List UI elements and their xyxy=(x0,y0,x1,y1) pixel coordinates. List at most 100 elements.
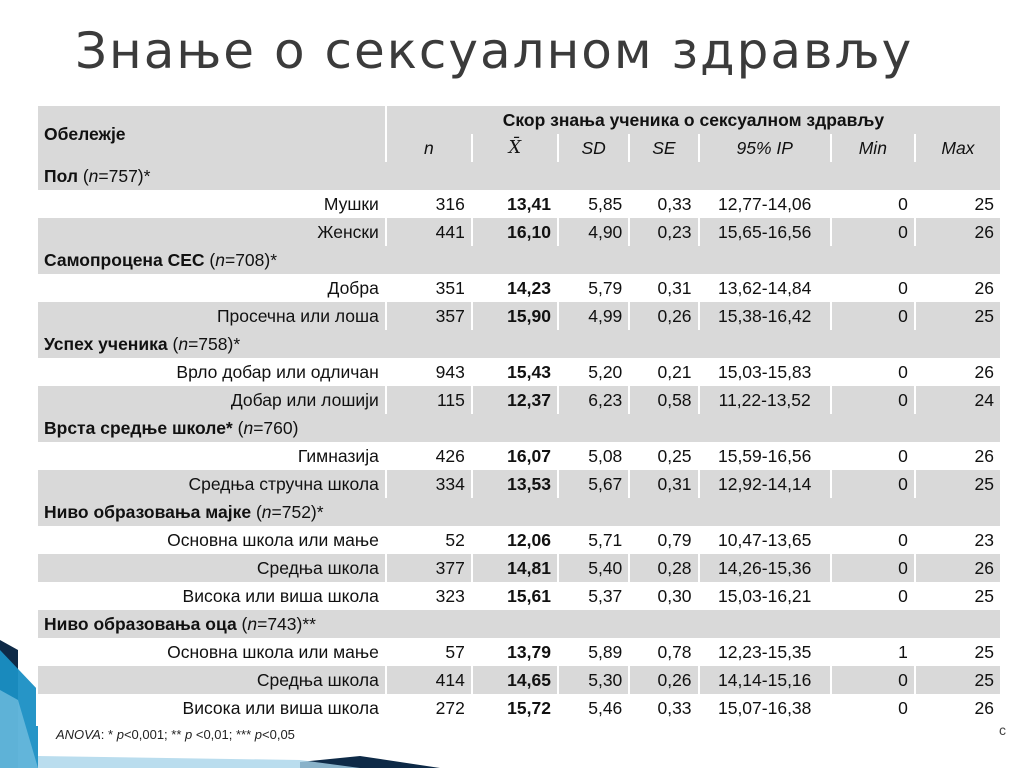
cell-max: 25 xyxy=(915,638,1000,666)
cell-n: 52 xyxy=(386,526,471,554)
cell-sd: 5,46 xyxy=(558,694,629,722)
cell-ci: 12,92-14,14 xyxy=(699,470,830,498)
cell-ci: 10,47-13,65 xyxy=(699,526,830,554)
cell-se: 0,26 xyxy=(630,666,698,694)
cell-ci: 12,77-14,06 xyxy=(699,190,830,218)
cell-se: 0,31 xyxy=(630,274,698,302)
table-row: Средња школа 377 14,81 5,40 0,28 14,26-15,36 0… xyxy=(38,554,1000,582)
cell-sd: 4,90 xyxy=(558,218,629,246)
section-row: Успех ученика (n=758)* xyxy=(38,330,1000,358)
table-row: Мушки 316 13,41 5,85 0,33 12,77-14,06 0 25 xyxy=(38,190,1000,218)
table-row: Основна школа или мање 57 13,79 5,89 0,78 12,… xyxy=(38,638,1000,666)
cell-n: 272 xyxy=(386,694,471,722)
cell-max: 26 xyxy=(915,442,1000,470)
cell-max: 26 xyxy=(915,554,1000,582)
section-label: Врста средње школе* (n=760) xyxy=(38,414,1000,442)
data-table-container: Обележје Скор знања ученика о сексуалном… xyxy=(36,106,1002,726)
section-n-value: =708)* xyxy=(224,249,278,270)
cell-sd: 5,30 xyxy=(558,666,629,694)
section-label: Ниво образовања мајке (n=752)* xyxy=(38,498,1000,526)
cell-mean: 15,43 xyxy=(472,358,557,386)
header-col-min: Min xyxy=(831,134,914,162)
cell-ci: 11,22-13,52 xyxy=(699,386,830,414)
section-paren: ( xyxy=(232,417,244,438)
section-n-value: =757)* xyxy=(98,165,151,186)
cell-n: 334 xyxy=(386,470,471,498)
cell-n: 377 xyxy=(386,554,471,582)
table-row: Гимназија 426 16,07 5,08 0,25 15,59-16,56 0 26 xyxy=(38,442,1000,470)
cell-max: 25 xyxy=(915,190,1000,218)
row-label: Женски xyxy=(38,218,385,246)
table-row: Добра 351 14,23 5,79 0,31 13,62-14,84 0 26 xyxy=(38,274,1000,302)
table-body: Пол (n=757)* Мушки 316 13,41 5,85 0,33 12,77-1… xyxy=(38,162,1000,722)
footnote-p: p xyxy=(116,727,124,742)
section-row: Врста средње школе* (n=760) xyxy=(38,414,1000,442)
row-label: Добра xyxy=(38,274,385,302)
cell-max: 25 xyxy=(915,470,1000,498)
cell-max: 26 xyxy=(915,274,1000,302)
footnote: ANOVA: * p<0,001; ** p <0,01; *** p<0,05 xyxy=(56,727,295,742)
section-n-symbol: n xyxy=(243,417,254,438)
cell-mean: 14,81 xyxy=(472,554,557,582)
footnote-p: p xyxy=(185,727,193,742)
section-title: Успех ученика xyxy=(44,333,168,354)
row-label: Основна школа или мање xyxy=(38,526,385,554)
section-n-symbol: n xyxy=(88,165,99,186)
section-row: Ниво образовања оца (n=743)** xyxy=(38,610,1000,638)
header-col-se: SE xyxy=(630,134,698,162)
cell-max: 25 xyxy=(915,302,1000,330)
section-row: Пол (n=757)* xyxy=(38,162,1000,190)
section-n-symbol: n xyxy=(247,613,258,634)
cell-sd: 5,37 xyxy=(558,582,629,610)
cell-n: 943 xyxy=(386,358,471,386)
section-row: Самопроцена СЕС (n=708)* xyxy=(38,246,1000,274)
cell-ci: 14,26-15,36 xyxy=(699,554,830,582)
section-n-symbol: n xyxy=(215,249,225,270)
section-label: Ниво образовања оца (n=743)** xyxy=(38,610,1000,638)
header-group: Скор знања ученика о сексуалном здрављу xyxy=(386,106,1000,134)
cell-mean: 12,06 xyxy=(472,526,557,554)
section-paren: ( xyxy=(236,613,248,634)
cell-ci: 15,59-16,56 xyxy=(699,442,830,470)
cell-sd: 5,71 xyxy=(558,526,629,554)
cell-se: 0,25 xyxy=(630,442,698,470)
cell-mean: 14,65 xyxy=(472,666,557,694)
cell-sd: 4,99 xyxy=(558,302,629,330)
cell-min: 0 xyxy=(831,302,914,330)
cell-min: 0 xyxy=(831,470,914,498)
table-row: Средња стручна школа 334 13,53 5,67 0,31 12,9… xyxy=(38,470,1000,498)
section-paren: ( xyxy=(251,501,262,522)
table-row: Висока или виша школа 323 15,61 5,37 0,30 15,… xyxy=(38,582,1000,610)
section-title: Пол xyxy=(44,165,78,186)
section-title: Ниво образовања оца xyxy=(44,613,237,634)
cell-sd: 5,20 xyxy=(558,358,629,386)
section-label: Пол (n=757)* xyxy=(38,162,1000,190)
cell-mean: 12,37 xyxy=(472,386,557,414)
cell-n: 57 xyxy=(386,638,471,666)
footnote-anova: ANOVA xyxy=(56,727,101,742)
cell-n: 357 xyxy=(386,302,471,330)
cell-sd: 5,85 xyxy=(558,190,629,218)
data-table: Обележје Скор знања ученика о сексуалном… xyxy=(36,106,1002,722)
cell-se: 0,28 xyxy=(630,554,698,582)
row-label: Висока или виша школа xyxy=(38,582,385,610)
row-label: Врло добар или одличан xyxy=(38,358,385,386)
section-n-symbol: n xyxy=(178,333,189,354)
cell-n: 115 xyxy=(386,386,471,414)
row-label: Мушки xyxy=(38,190,385,218)
cell-max: 25 xyxy=(915,582,1000,610)
table-row: Женски 441 16,10 4,90 0,23 15,65-16,56 0 26 xyxy=(38,218,1000,246)
cell-sd: 5,08 xyxy=(558,442,629,470)
section-paren: ( xyxy=(204,249,216,270)
cell-mean: 13,79 xyxy=(472,638,557,666)
cell-se: 0,30 xyxy=(630,582,698,610)
cell-sd: 5,89 xyxy=(558,638,629,666)
cell-se: 0,21 xyxy=(630,358,698,386)
header-col-max: Max xyxy=(915,134,1000,162)
section-row: Ниво образовања мајке (n=752)* xyxy=(38,498,1000,526)
row-label: Средња школа xyxy=(38,666,385,694)
cell-min: 0 xyxy=(831,582,914,610)
cell-min: 0 xyxy=(831,554,914,582)
header-col-n: n xyxy=(386,134,471,162)
